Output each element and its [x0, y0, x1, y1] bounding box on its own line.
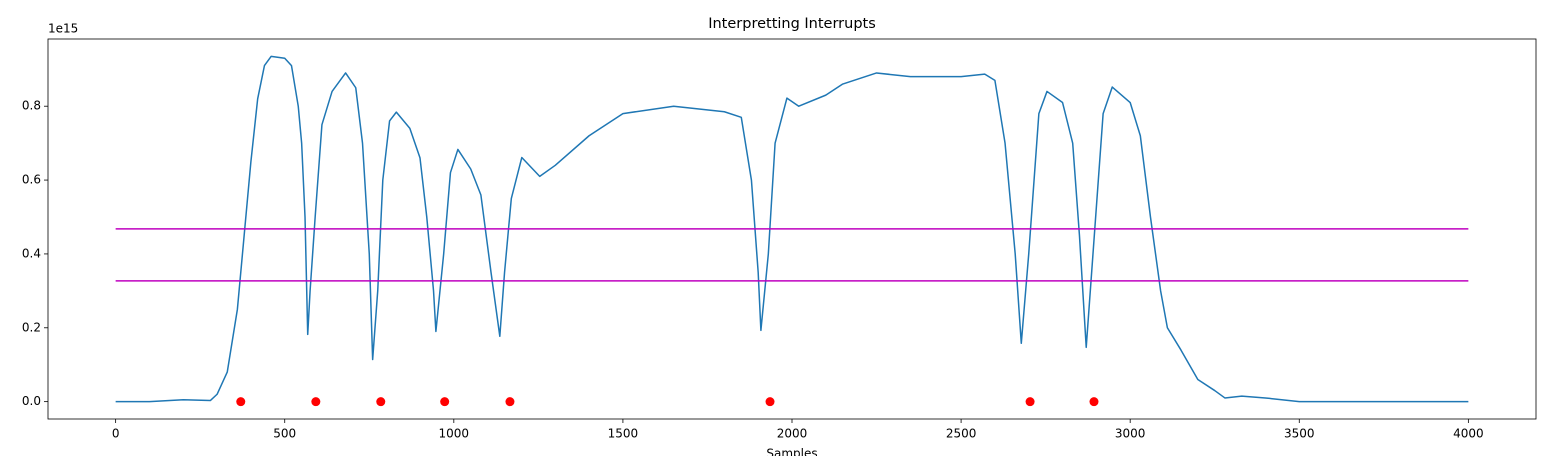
x-tick-label: 2000	[777, 427, 808, 441]
scatter-point	[440, 397, 450, 407]
y-tick-label: 0.4	[22, 246, 41, 260]
y-tick-label: 0.2	[22, 320, 41, 334]
x-tick-label: 4000	[1453, 427, 1484, 441]
scatter-point	[311, 397, 321, 407]
y-tick-label: 0.6	[22, 173, 41, 187]
x-tick-label: 3500	[1284, 427, 1315, 441]
scatter-point	[1025, 397, 1035, 407]
scatter-point	[765, 397, 775, 407]
y-offset-label: 1e15	[48, 22, 78, 36]
x-tick-label: 1000	[439, 427, 470, 441]
scatter-point	[1089, 397, 1099, 407]
x-tick-label: 1500	[608, 427, 639, 441]
scatter-point	[236, 397, 246, 407]
x-tick-label: 0	[112, 427, 120, 441]
chart-title: Interpretting Interrupts	[708, 16, 876, 32]
x-axis-label: Samples	[766, 447, 817, 456]
x-tick-label: 3000	[1115, 427, 1146, 441]
y-tick-label: 0.8	[22, 99, 41, 113]
line-series	[115, 55, 1469, 403]
scatter-point	[376, 397, 386, 407]
scatter-point	[505, 397, 515, 407]
x-tick-label: 500	[273, 427, 296, 441]
x-tick-label: 2500	[946, 427, 977, 441]
plot-area	[115, 55, 1469, 407]
y-tick-label: 0.0	[22, 394, 41, 408]
